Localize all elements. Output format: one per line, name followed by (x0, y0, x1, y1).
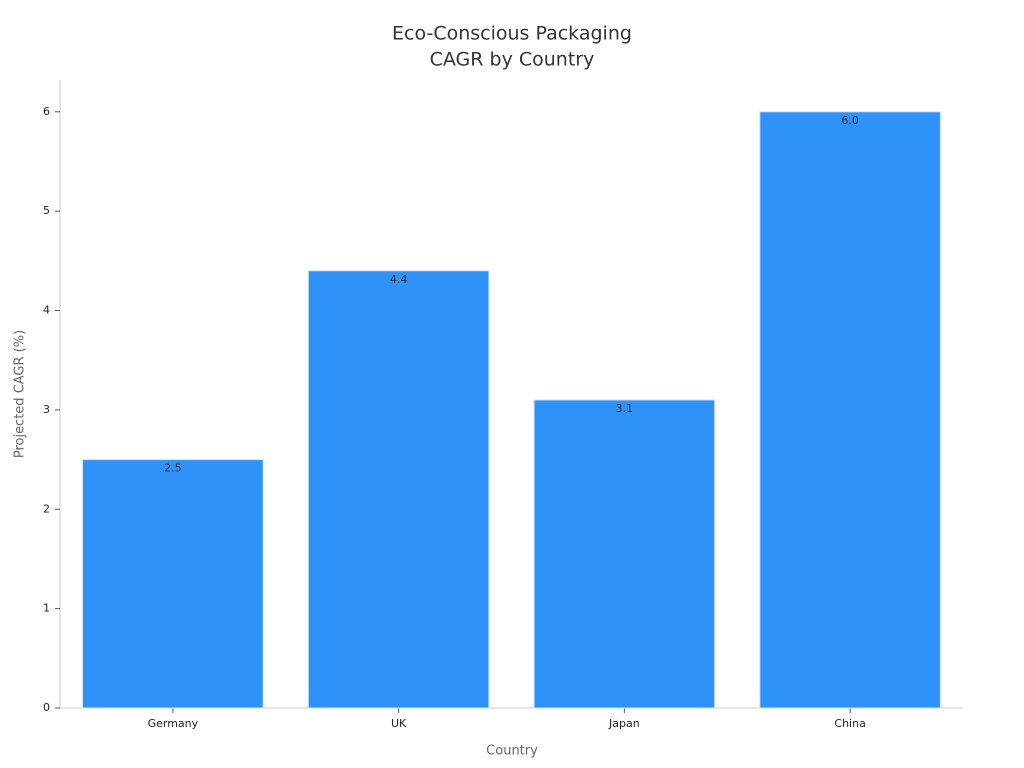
y-tick-label: 1 (43, 602, 50, 615)
x-tick-label: Japan (608, 717, 640, 730)
bar (307, 270, 490, 709)
value-label: 3.1 (616, 402, 634, 415)
y-tick-label: 4 (43, 304, 50, 317)
chart-title: Eco-Conscious Packaging (392, 23, 632, 45)
bar (82, 459, 264, 709)
x-tick-label: China (834, 717, 865, 730)
chart-title: CAGR by Country (430, 49, 595, 71)
x-axis-label: Country (486, 744, 538, 759)
y-tick-label: 6 (43, 105, 50, 118)
y-tick-label: 3 (43, 403, 50, 416)
y-tick-label: 2 (43, 502, 50, 515)
y-axis-label: Projected CAGR (%) (13, 330, 28, 458)
y-tick-label: 0 (43, 701, 50, 714)
value-label: 2.5 (164, 462, 182, 475)
x-tick-label: UK (391, 717, 407, 730)
value-label: 6.0 (841, 114, 859, 127)
bar (533, 399, 716, 709)
bar (759, 111, 941, 709)
x-tick-label: Germany (148, 717, 199, 730)
y-tick-label: 5 (43, 204, 50, 217)
value-label: 4.4 (390, 273, 408, 286)
